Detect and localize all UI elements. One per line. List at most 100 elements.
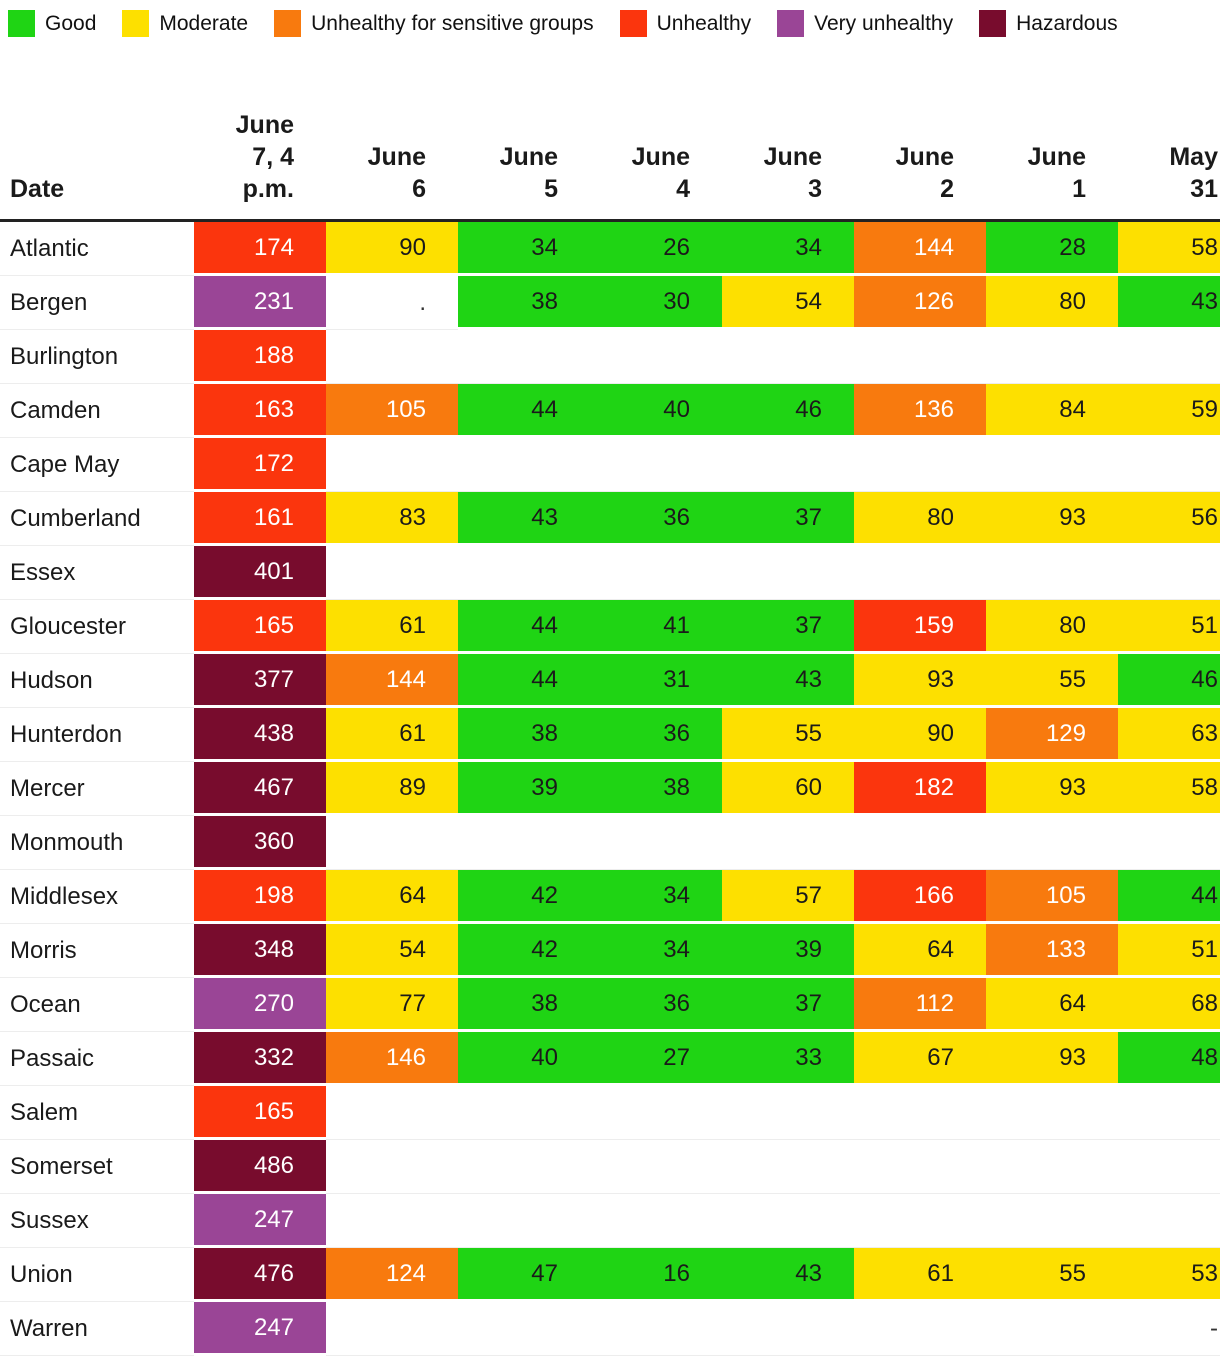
aqi-value-cell: 53 [1118,1248,1220,1302]
aqi-value-cell [722,1086,854,1140]
column-header-june-2: June 2 [854,37,986,222]
unhealthy-color-swatch-icon [619,10,647,37]
county-label: Bergen [0,276,194,330]
aqi-value-cell [722,438,854,492]
aqi-value-cell: 93 [986,762,1118,816]
aqi-value-cell: 28 [986,222,1118,276]
legend-label: Unhealthy [656,11,752,35]
legend-item-unhealthy: Unhealthy [619,10,752,37]
aqi-value-cell: 174 [194,222,326,276]
aqi-value-cell: 348 [194,924,326,978]
aqi-value-cell: 60 [722,762,854,816]
aqi-value-cell [986,546,1118,600]
aqi-value-cell: 44 [458,384,590,438]
aqi-value-cell: 247 [194,1194,326,1248]
county-label: Warren [0,1302,194,1356]
aqi-value-cell: 47 [458,1248,590,1302]
aqi-value-cell: 36 [590,492,722,546]
aqi-value-cell [590,1086,722,1140]
aqi-value-cell [1118,1140,1220,1194]
aqi-value-cell: 55 [986,654,1118,708]
aqi-value-cell: 68 [1118,978,1220,1032]
table-row: Bergen 231. 38 30 54 126 80 43 [0,276,1220,330]
aqi-value-cell: 37 [722,492,854,546]
aqi-value-cell [590,1140,722,1194]
aqi-value-cell: 377 [194,654,326,708]
aqi-value-cell: 46 [1118,654,1220,708]
aqi-value-cell: 44 [458,654,590,708]
table-row: Sussex 247 [0,1194,1220,1248]
aqi-value-cell [326,1302,458,1356]
aqi-value-cell: 34 [590,870,722,924]
aqi-value-cell: 59 [1118,384,1220,438]
aqi-value-cell: 58 [1118,222,1220,276]
legend-label: Very unhealthy [814,11,954,35]
table-row: Warren 247 - [0,1302,1220,1356]
aqi-value-cell: 124 [326,1248,458,1302]
aqi-value-cell: 80 [986,600,1118,654]
aqi-value-cell [1118,1194,1220,1248]
aqi-value-cell [590,1302,722,1356]
table-row: Burlington 188 [0,330,1220,384]
aqi-value-cell [458,1140,590,1194]
aqi-value-cell: 38 [458,978,590,1032]
legend-label: Hazardous [1016,11,1118,35]
county-label: Cumberland [0,492,194,546]
aqi-value-cell [458,330,590,384]
aqi-value-cell: 198 [194,870,326,924]
aqi-value-cell: 144 [854,222,986,276]
aqi-value-cell: 39 [722,924,854,978]
aqi-value-cell: 55 [986,1248,1118,1302]
aqi-value-cell: 89 [326,762,458,816]
aqi-value-cell: 105 [986,870,1118,924]
aqi-value-cell: 43 [1118,276,1220,330]
legend-item-usg: Unhealthy for sensitive groups [274,10,594,37]
hazardous-color-swatch-icon [979,10,1007,37]
aqi-value-cell [1118,816,1220,870]
aqi-value-cell: 84 [986,384,1118,438]
aqi-value-cell [1118,1086,1220,1140]
aqi-value-cell: 90 [854,708,986,762]
aqi-value-cell: 44 [1118,870,1220,924]
aqi-value-cell [458,546,590,600]
aqi-value-cell [986,1194,1118,1248]
aqi-value-cell [854,1194,986,1248]
aqi-value-cell: 188 [194,330,326,384]
legend-item-hazardous: Hazardous [979,10,1118,37]
aqi-value-cell: 126 [854,276,986,330]
very-unhealthy-color-swatch-icon [777,10,805,37]
table-row: Monmouth 360 [0,816,1220,870]
aqi-value-cell: 166 [854,870,986,924]
aqi-value-cell: 159 [854,600,986,654]
aqi-value-cell [722,1302,854,1356]
aqi-value-cell: 43 [458,492,590,546]
aqi-value-cell: 38 [590,762,722,816]
aqi-value-cell [326,330,458,384]
aqi-value-cell: 64 [986,978,1118,1032]
aqi-value-cell: 42 [458,924,590,978]
column-header-june-5: June 5 [458,37,590,222]
aqi-value-cell: 42 [458,870,590,924]
aqi-value-cell [458,816,590,870]
aqi-value-cell: 54 [326,924,458,978]
aqi-value-cell [986,1302,1118,1356]
county-label: Morris [0,924,194,978]
aqi-value-cell [458,438,590,492]
column-header-june-3: June 3 [722,37,854,222]
header-row: Date June 7, 4 p.m. June 6 June 5 June 4… [0,37,1220,222]
aqi-value-cell [590,438,722,492]
aqi-value-cell [1118,546,1220,600]
aqi-value-cell [854,1140,986,1194]
aqi-value-cell: 33 [722,1032,854,1086]
aqi-value-cell [722,816,854,870]
aqi-value-cell: 61 [326,600,458,654]
aqi-table-body: Atlantic 174 90 34 26 34 144 28 58 Bergen 231. 38 30… [0,222,1220,1356]
county-label: Burlington [0,330,194,384]
county-label: Atlantic [0,222,194,276]
aqi-value-cell [590,816,722,870]
table-row: Union 476 124 47 16 43 61 55 53 [0,1248,1220,1302]
aqi-value-cell: 161 [194,492,326,546]
aqi-value-cell [722,1140,854,1194]
aqi-value-cell: 48 [1118,1032,1220,1086]
aqi-value-cell: 77 [326,978,458,1032]
